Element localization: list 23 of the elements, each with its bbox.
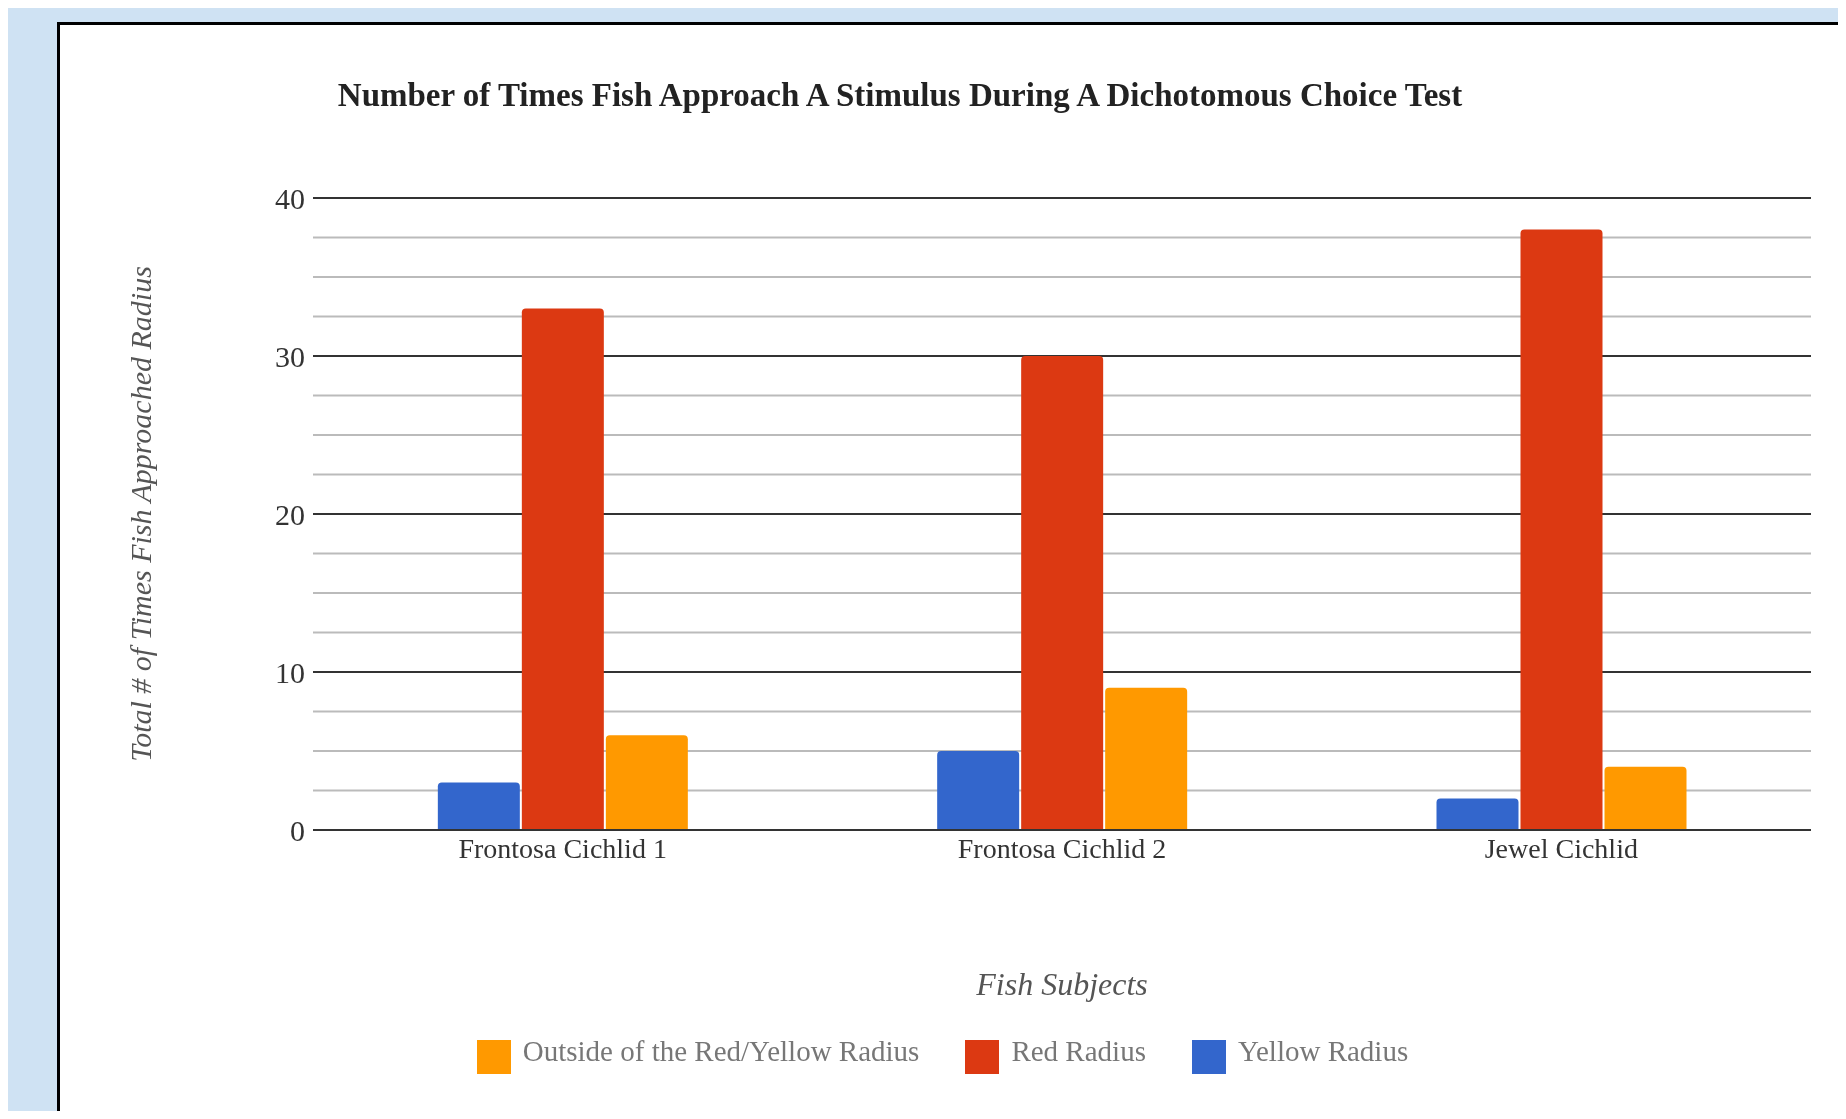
x-tick-label: Jewel Cichlid	[1484, 832, 1638, 864]
y-tick-label: 40	[275, 181, 305, 215]
y-tick-label: 10	[275, 655, 305, 689]
bar	[1604, 766, 1687, 830]
chart-title: Number of Times Fish Approach A Stimulus During A Dichotomous Choice Test	[337, 77, 1463, 113]
x-axis-title: Fish Subjects	[975, 966, 1148, 1002]
x-tick-label: Frontosa Cichlid 1	[458, 832, 667, 864]
y-axis-title: Total # of Times Fish Approached Radius	[123, 266, 157, 762]
legend-label: Red Radius	[1011, 1035, 1146, 1067]
bar	[1520, 229, 1603, 830]
x-tick-label: Frontosa Cichlid 2	[957, 832, 1167, 864]
bar	[605, 735, 688, 830]
y-tick-label: 20	[275, 497, 305, 531]
bar	[937, 751, 1020, 830]
y-tick-label: 0	[290, 813, 305, 847]
bar	[521, 308, 604, 830]
y-tick-label: 30	[275, 339, 305, 373]
legend-label: Yellow Radius	[1237, 1035, 1409, 1067]
legend-label: Outside of the Red/Yellow Radius	[522, 1035, 920, 1067]
bar	[1436, 798, 1519, 830]
bar	[1021, 356, 1104, 830]
bar	[1105, 687, 1188, 830]
bar	[437, 782, 520, 830]
